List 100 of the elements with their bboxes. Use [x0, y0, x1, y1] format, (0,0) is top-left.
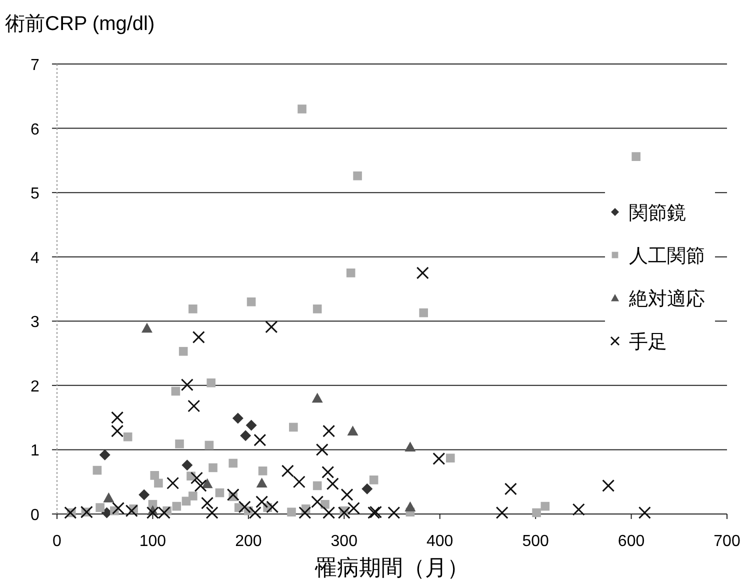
point: [316, 443, 328, 456]
y-tick-label: 0: [30, 507, 40, 524]
point: [256, 478, 268, 488]
point: [64, 506, 77, 519]
point: [540, 502, 550, 511]
point: [404, 442, 416, 452]
point: [256, 496, 268, 508]
point: [632, 152, 640, 161]
x-tick-label: 700: [714, 533, 740, 550]
point: [347, 502, 360, 514]
point: [141, 322, 152, 333]
point: [572, 503, 585, 516]
point: [340, 488, 354, 501]
x-tick-label: 0: [52, 533, 62, 550]
point: [496, 506, 508, 519]
point: [504, 482, 517, 496]
point: [602, 479, 615, 492]
point: [346, 268, 356, 278]
x-tick-label: 300: [330, 533, 358, 550]
point: [215, 488, 224, 498]
point: [362, 483, 373, 494]
point: [240, 430, 252, 442]
point: [202, 478, 213, 488]
point: [125, 504, 138, 518]
point: [369, 476, 378, 484]
point: [192, 330, 205, 344]
point: [322, 506, 336, 519]
point: [111, 411, 124, 424]
point: [208, 463, 218, 472]
point: [123, 432, 132, 442]
point: [201, 496, 214, 510]
point: [246, 420, 257, 431]
point: [138, 489, 150, 500]
point: [289, 422, 298, 432]
x-tick-label: 200: [235, 533, 262, 550]
point: [312, 392, 323, 403]
x-tick-label: 600: [618, 533, 645, 550]
point: [388, 506, 400, 519]
point: [532, 508, 541, 518]
point: [254, 434, 266, 446]
x-tick-label: 500: [522, 533, 550, 550]
point: [287, 508, 296, 516]
point: [178, 346, 188, 356]
y-tick-label: 4: [30, 250, 40, 267]
point: [154, 478, 163, 488]
point: [238, 500, 251, 514]
y-tick-label: 2: [30, 378, 40, 396]
legend-label: 絶対適応: [628, 288, 705, 310]
point: [112, 502, 125, 514]
y-axis-title: 術前CRP (mg/dl): [5, 13, 155, 35]
point: [248, 506, 262, 519]
point: [338, 506, 350, 519]
point: [419, 308, 428, 318]
point: [99, 449, 110, 460]
point: [172, 502, 182, 511]
point: [103, 492, 114, 502]
point: [190, 472, 203, 484]
point: [281, 464, 294, 478]
point: [326, 478, 339, 490]
legend-label: 人工関節: [629, 246, 705, 267]
point: [204, 440, 214, 450]
point: [266, 500, 279, 514]
y-tick-label: 1: [30, 442, 40, 460]
point: [322, 424, 336, 438]
point: [638, 506, 651, 519]
legend-label: 手足: [629, 332, 667, 353]
point: [182, 460, 193, 471]
point: [312, 304, 322, 314]
point: [188, 304, 198, 314]
point: [92, 466, 102, 475]
x-tick-label: 400: [426, 533, 454, 550]
x-axis-title: 罹病期間（月）: [314, 555, 469, 580]
y-tick-label: 6: [30, 121, 40, 138]
point: [311, 496, 324, 508]
y-tick-label: 7: [30, 57, 40, 74]
point: [347, 426, 358, 436]
point: [80, 506, 93, 518]
point: [232, 412, 244, 424]
point: [246, 297, 256, 306]
point: [265, 320, 278, 334]
point: [322, 466, 334, 478]
point: [206, 506, 218, 519]
x-tick-label: 100: [139, 533, 166, 550]
point: [353, 171, 362, 180]
point: [416, 266, 429, 280]
point: [432, 452, 446, 465]
point: [171, 386, 180, 396]
y-tick-label: 5: [30, 186, 40, 203]
y-tick-label: 3: [30, 314, 40, 332]
point: [312, 481, 322, 490]
point: [96, 503, 104, 512]
point: [180, 378, 194, 392]
point: [404, 501, 416, 512]
point: [226, 488, 240, 501]
point: [298, 506, 312, 519]
point: [111, 424, 124, 438]
point: [298, 104, 306, 114]
point: [292, 476, 306, 488]
point: [182, 496, 191, 506]
point: [150, 471, 160, 480]
